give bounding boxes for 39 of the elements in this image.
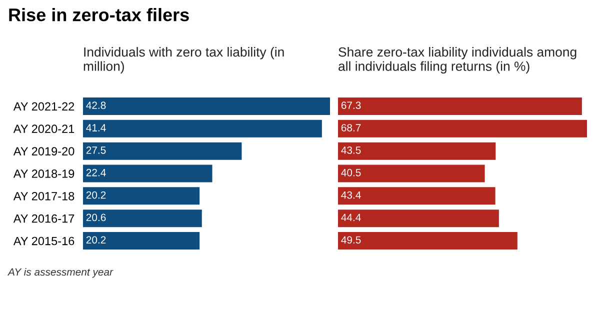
y-tick-label: AY 2021-22: [13, 102, 74, 111]
bar: [338, 120, 587, 138]
bar: [338, 164, 485, 182]
bar: [338, 142, 496, 160]
data-label: 44.4: [341, 214, 361, 222]
text: AY is assessment year: [7, 268, 114, 278]
y-tick-label: AY 2020-21: [13, 124, 74, 134]
data-label: 20.2: [86, 191, 106, 199]
data-label: 27.5: [86, 146, 106, 154]
bar: [83, 142, 242, 160]
bar: [83, 97, 330, 115]
bar: [338, 97, 582, 115]
data-label: 20.2: [86, 236, 106, 244]
bar: [83, 187, 200, 205]
data-label: 43.4: [341, 191, 361, 199]
data-label: 22.4: [86, 168, 106, 176]
bar: [83, 232, 200, 250]
data-label: 43.5: [341, 146, 361, 154]
chart-title: Rise in zero-tax filers: [9, 8, 189, 22]
data-label: 68.7: [341, 124, 361, 132]
y-tick-label: AY 2017-18: [13, 192, 74, 200]
y-tick-label: AY 2018-19: [13, 170, 74, 178]
bar: [338, 187, 496, 205]
data-label: 41.4: [86, 124, 106, 132]
bar: [338, 210, 499, 228]
data-label: 49.5: [341, 236, 361, 244]
data-label: 20.6: [86, 214, 106, 222]
chart-subtitle: Individuals with zero tax liability (in million): [84, 47, 284, 74]
y-tick-label: AY 2015-16: [13, 236, 74, 246]
y-tick-label: AY 2016-17: [13, 214, 74, 223]
chart-subtitle: Share zero-tax liability individuals among all individuals filing returns (in %): [338, 47, 576, 74]
bar: [338, 232, 518, 250]
data-label: 67.3: [341, 102, 361, 110]
bar: [83, 164, 212, 182]
bar: [83, 210, 202, 228]
data-label: 40.5: [341, 168, 361, 176]
data-label: 42.8: [86, 102, 106, 110]
bar: [83, 120, 322, 138]
y-tick-label: AY 2019-20: [13, 147, 74, 156]
